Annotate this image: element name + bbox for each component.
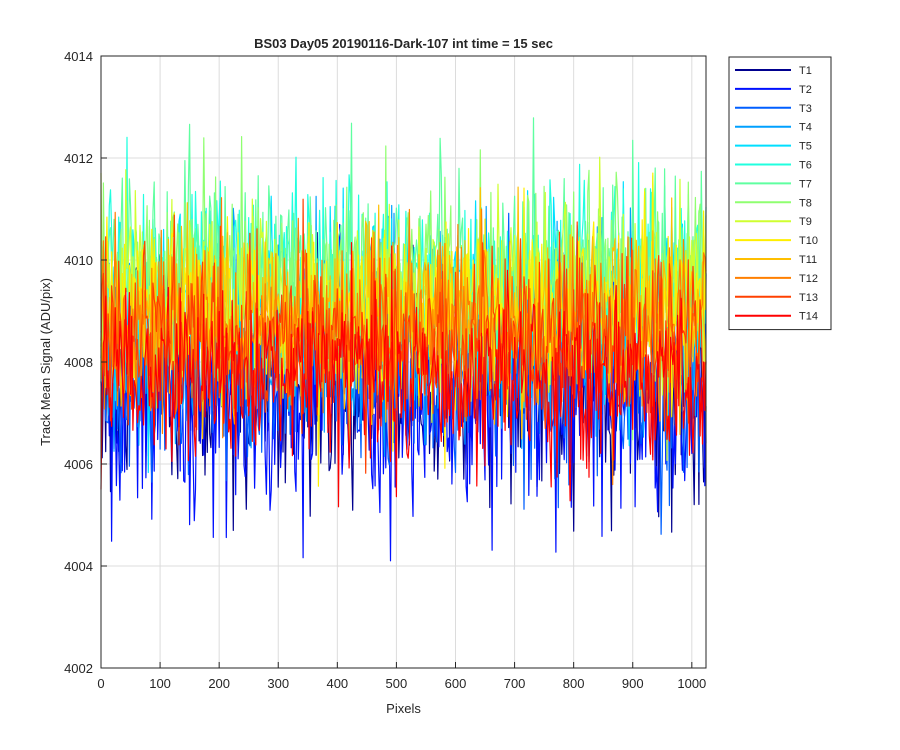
x-axis-label: Pixels (386, 701, 421, 716)
x-tick-label: 800 (563, 676, 585, 691)
x-tick-label: 400 (326, 676, 348, 691)
x-tick-label: 0 (97, 676, 104, 691)
y-tick-label: 4014 (64, 49, 93, 64)
x-tick-label: 600 (445, 676, 467, 691)
legend-label: T4 (799, 122, 812, 134)
legend-label: T10 (799, 235, 818, 247)
legend-label: T12 (799, 273, 818, 285)
y-tick-label: 4012 (64, 151, 93, 166)
legend-label: T11 (799, 254, 817, 266)
legend-label: T7 (799, 178, 812, 190)
legend-label: T8 (799, 197, 812, 209)
legend-label: T14 (799, 311, 818, 323)
axis-ticks: 0 100 200 300 400 500 600 700 800 900 1000 4002 4004… (64, 49, 706, 691)
data-series (100, 117, 707, 562)
x-tick-label: 500 (386, 676, 408, 691)
legend-label: T3 (799, 103, 812, 115)
y-tick-label: 4002 (64, 661, 93, 676)
x-tick-label: 700 (504, 676, 526, 691)
legend-label: T13 (799, 292, 818, 304)
y-tick-label: 4006 (64, 457, 93, 472)
legend-label: T9 (799, 216, 812, 228)
x-tick-label: 900 (622, 676, 644, 691)
y-tick-label: 4008 (64, 355, 93, 370)
legend-label: T6 (799, 160, 812, 172)
x-tick-label: 100 (149, 676, 171, 691)
x-tick-label: 200 (208, 676, 230, 691)
y-tick-label: 4010 (64, 253, 93, 268)
legend-label: T5 (799, 141, 812, 153)
y-tick-label: 4004 (64, 559, 93, 574)
x-tick-label: 1000 (677, 676, 706, 691)
legend-label: T2 (799, 84, 812, 96)
chart-title: BS03 Day05 20190116-Dark-107 int time = … (254, 36, 553, 51)
legend-label: T1 (799, 65, 812, 77)
legend-box (728, 56, 832, 331)
legend: T1 T2 T3 T4 T5 T6 T7 T8 T9 T10 T11 T12 T13 T14 (728, 56, 832, 331)
x-tick-label: 300 (267, 676, 289, 691)
y-axis-label: Track Mean Signal (ADU/pix) (38, 278, 53, 446)
series-line-t14 (100, 242, 707, 508)
